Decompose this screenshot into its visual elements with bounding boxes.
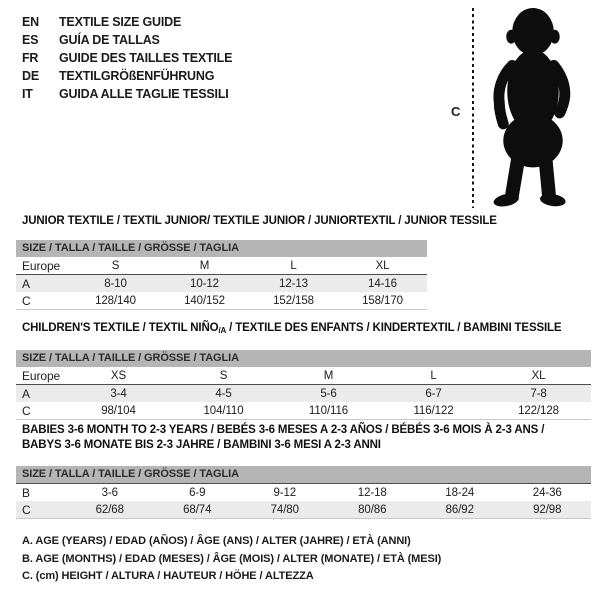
- language-title: GUIDE DES TAILLES TEXTILE: [59, 51, 233, 65]
- height-cell: 98/104: [66, 402, 171, 420]
- babies-section-title: BABIES 3-6 MONTH TO 2-3 YEARS / BEBÉS 3-…: [16, 423, 591, 453]
- language-title: TEXTILE SIZE GUIDE: [59, 15, 182, 29]
- table-row-age: A 3-4 4-5 5-6 6-7 7-8: [16, 384, 591, 402]
- language-title-list: EN TEXTILE SIZE GUIDE ES GUÍA DE TALLAS …: [22, 13, 232, 103]
- language-row: DE TEXTILGRÖßENFÜHRUNG: [22, 67, 232, 85]
- height-cell: 152/158: [249, 292, 338, 310]
- row-label: Europe: [22, 368, 61, 383]
- title-line-2: BABYS 3-6 MONATE BIS 2-3 JAHRE / BAMBINI…: [22, 439, 381, 451]
- junior-size-table: Europe S M L XL A 8-10 10-12 12-13 14-16…: [16, 257, 427, 310]
- size-cell: L: [290, 259, 297, 272]
- childrens-textile-section: CHILDREN'S TEXTILE / TEXTIL NIÑO/A / TEX…: [16, 321, 591, 420]
- table-row-height: C 62/68 68/74 74/80 80/86 86/92 92/98: [16, 501, 591, 519]
- size-cell: S: [219, 369, 228, 382]
- table-row-age: A 8-10 10-12 12-13 14-16: [16, 274, 427, 292]
- title-part: CHILDREN'S TEXTILE / TEXTIL NIÑO: [22, 322, 219, 334]
- language-row: IT GUIDA ALLE TAGLIE TESSILI: [22, 85, 232, 103]
- table-row-height: C 98/104 104/110 110/116 116/122 122/128: [16, 402, 591, 420]
- height-cell: 110/116: [276, 402, 381, 420]
- row-label: A: [16, 274, 71, 292]
- row-label: C: [16, 402, 66, 420]
- table-row-europe: Europe S M L XL: [16, 257, 427, 275]
- height-cell: 140/152: [160, 292, 249, 310]
- height-cell: 122/128: [486, 402, 591, 420]
- language-code: DE: [22, 69, 39, 83]
- size-cell: M: [199, 259, 210, 272]
- language-row: ES GUÍA DE TALLAS: [22, 31, 232, 49]
- months-cell: 3-6: [66, 483, 154, 501]
- size-header-bar: SIZE / TALLA / TAILLE / GRÖSSE / TAGLIA: [16, 350, 591, 367]
- language-code: IT: [22, 87, 33, 101]
- size-cell: M: [323, 369, 334, 382]
- months-cell: 6-9: [153, 483, 241, 501]
- childrens-size-table: Europe XS S M L XL A 3-4 4-5 5-6 6-7 7-8…: [16, 367, 591, 420]
- note-age-years: A. AGE (YEARS) / EDAD (AÑOS) / ÂGE (ANS)…: [22, 535, 411, 547]
- language-title: GUIDA ALLE TAGLIE TESSILI: [59, 87, 229, 101]
- age-cell: 14-16: [338, 274, 427, 292]
- childrens-section-title: CHILDREN'S TEXTILE / TEXTIL NIÑO/A / TEX…: [16, 321, 591, 338]
- babies-size-table: B 3-6 6-9 9-12 12-18 18-24 24-36 C 62/68…: [16, 483, 591, 519]
- age-cell: 7-8: [486, 384, 591, 402]
- size-cell: XS: [110, 369, 127, 382]
- note-age-months: B. AGE (MONTHS) / EDAD (MESES) / ÂGE (MO…: [22, 552, 442, 565]
- height-cell: 74/80: [241, 501, 329, 519]
- height-cell: 128/140: [71, 292, 160, 310]
- junior-textile-section: JUNIOR TEXTILE / TEXTIL JUNIOR/ TEXTILE …: [16, 214, 497, 310]
- height-cell: 80/86: [328, 501, 416, 519]
- title-part: / TEXTILE DES ENFANTS / KINDERTEXTIL / B…: [226, 322, 562, 334]
- size-cell: XL: [375, 259, 390, 272]
- baby-silhouette-icon: [493, 7, 571, 207]
- size-cell: L: [430, 369, 437, 382]
- row-label: C: [16, 292, 71, 310]
- height-measure-label: C: [451, 104, 461, 119]
- height-measure-figure: C: [440, 4, 600, 216]
- height-cell: 86/92: [416, 501, 504, 519]
- legend-notes: A. AGE (YEARS) / EDAD (AÑOS) / ÂGE (ANS)…: [22, 533, 441, 586]
- row-label: A: [16, 384, 66, 402]
- months-cell: 24-36: [503, 483, 591, 501]
- language-title: TEXTILGRÖßENFÜHRUNG: [59, 69, 215, 83]
- age-cell: 4-5: [171, 384, 276, 402]
- language-title: GUÍA DE TALLAS: [59, 33, 160, 47]
- age-cell: 5-6: [276, 384, 381, 402]
- height-cell: 62/68: [66, 501, 154, 519]
- height-cell: 92/98: [503, 501, 591, 519]
- junior-section-title: JUNIOR TEXTILE / TEXTIL JUNIOR/ TEXTILE …: [22, 215, 497, 227]
- row-label: C: [16, 501, 66, 519]
- language-row: FR GUIDE DES TAILLES TEXTILE: [22, 49, 232, 67]
- language-code: EN: [22, 15, 39, 29]
- age-cell: 3-4: [66, 384, 171, 402]
- height-cell: 104/110: [171, 402, 276, 420]
- size-header-bar: SIZE / TALLA / TAILLE / GRÖSSE / TAGLIA: [16, 466, 591, 483]
- months-cell: 18-24: [416, 483, 504, 501]
- table-row-months: B 3-6 6-9 9-12 12-18 18-24 24-36: [16, 483, 591, 501]
- row-label: B: [16, 483, 66, 501]
- language-code: FR: [22, 51, 39, 65]
- table-row-height: C 128/140 140/152 152/158 158/170: [16, 292, 427, 310]
- babies-textile-section: BABIES 3-6 MONTH TO 2-3 YEARS / BEBÉS 3-…: [16, 423, 591, 519]
- size-cell: XL: [531, 369, 546, 382]
- title-line-1: BABIES 3-6 MONTH TO 2-3 YEARS / BEBÉS 3-…: [22, 424, 545, 436]
- size-header-bar: SIZE / TALLA / TAILLE / GRÖSSE / TAGLIA: [16, 240, 427, 257]
- months-cell: 12-18: [328, 483, 416, 501]
- age-cell: 6-7: [381, 384, 486, 402]
- language-row: EN TEXTILE SIZE GUIDE: [22, 13, 232, 31]
- title-subscript: /A: [218, 326, 227, 335]
- size-cell: S: [111, 259, 120, 272]
- age-cell: 10-12: [160, 274, 249, 292]
- age-cell: 12-13: [249, 274, 338, 292]
- height-dotted-line: [472, 8, 474, 208]
- note-height-cm: C. (cm) HEIGHT / ALTURA / HAUTEUR / HÖHE…: [22, 570, 314, 582]
- months-cell: 9-12: [241, 483, 329, 501]
- table-row-europe: Europe XS S M L XL: [16, 367, 591, 385]
- row-label: Europe: [22, 258, 61, 273]
- age-cell: 8-10: [71, 274, 160, 292]
- height-cell: 68/74: [153, 501, 241, 519]
- language-code: ES: [22, 33, 39, 47]
- height-cell: 116/122: [381, 402, 486, 420]
- height-cell: 158/170: [338, 292, 427, 310]
